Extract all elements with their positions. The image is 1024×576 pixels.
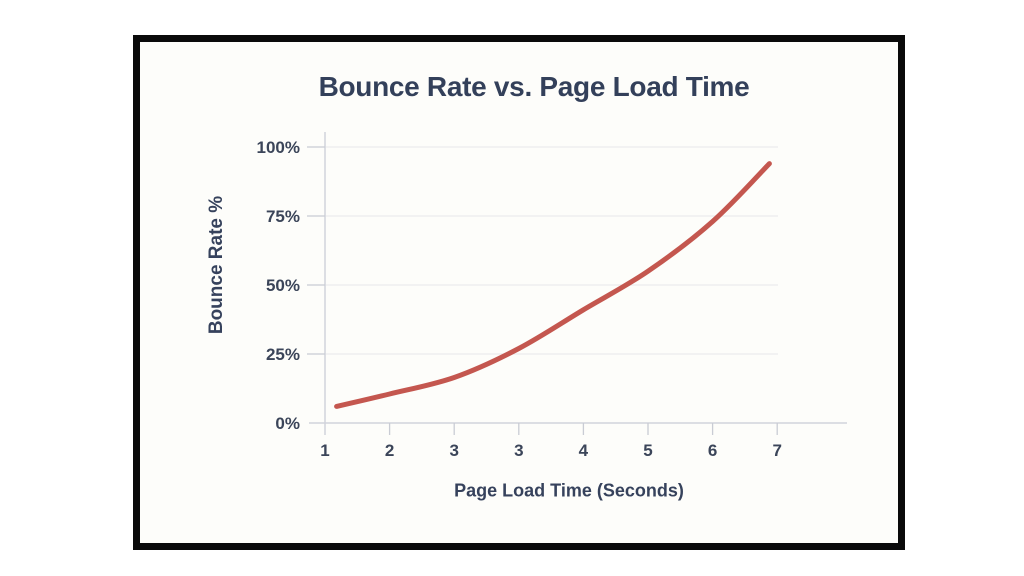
x-tick-label-4: 3 <box>514 441 524 460</box>
y-tick-label-100pct: 100% <box>256 138 300 157</box>
chart-area: Bounce Rate vs. Page Load Time Bounce Ra… <box>140 42 898 543</box>
bounce-rate-curve <box>334 161 772 409</box>
chart-title: Bounce Rate vs. Page Load Time <box>318 71 750 102</box>
y-axis-title: Bounce Rate % <box>206 195 227 335</box>
y-tick-label-75pct: 75% <box>265 207 300 226</box>
x-tick-label-1: 1 <box>320 441 330 460</box>
x-tick-label-7: 6 <box>707 441 718 460</box>
y-tick-label-50pct: 50% <box>265 276 300 295</box>
y-tick-label-0pct: 0% <box>275 414 300 433</box>
x-axis-title: Page Load Time (Seconds) <box>454 480 684 501</box>
x-tick-label-2: 2 <box>384 441 395 460</box>
x-tick-label-3: 3 <box>449 441 459 460</box>
x-tick-label-6: 5 <box>643 441 653 460</box>
x-tick-label-5: 4 <box>578 441 589 460</box>
x-tick-label-8: 7 <box>772 441 782 460</box>
y-tick-label-25pct: 25% <box>265 345 300 364</box>
chart-frame: Bounce Rate vs. Page Load Time Bounce Ra… <box>133 35 905 550</box>
line-chart-plot <box>307 132 847 435</box>
